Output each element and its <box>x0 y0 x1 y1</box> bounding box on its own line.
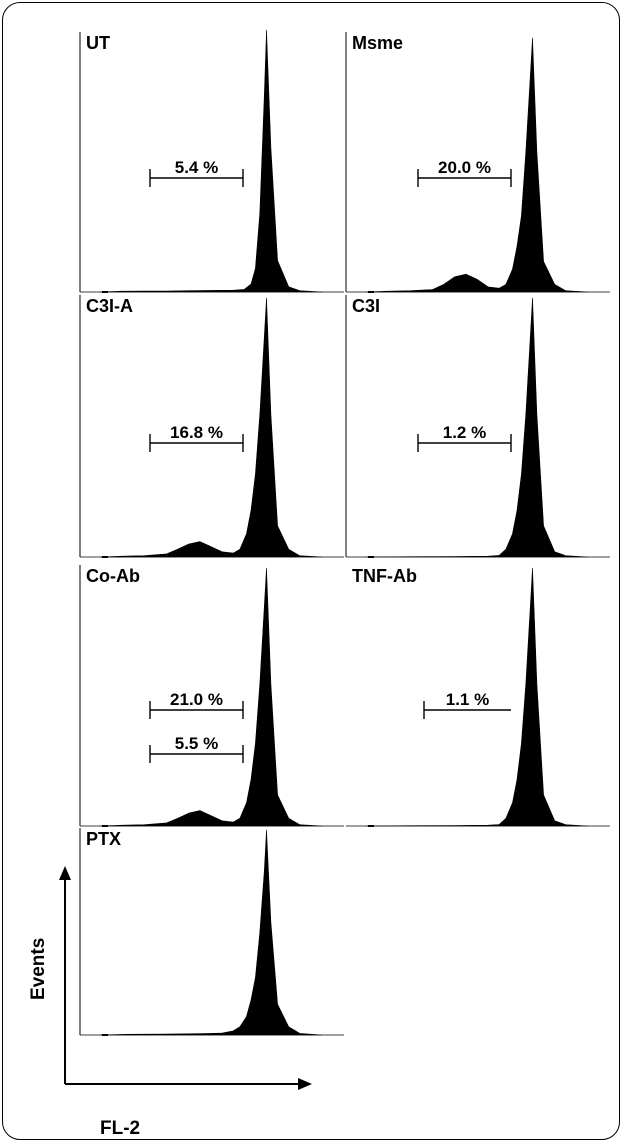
histogram-c3i-a <box>99 297 323 558</box>
histogram-co-ab <box>99 567 323 827</box>
gate-label-c3i: 1.2 % <box>443 423 486 442</box>
panel-label-tnf-ab: TNF-Ab <box>352 566 417 586</box>
histogram-msme <box>365 37 589 293</box>
panel-label-msme: Msme <box>352 33 403 53</box>
histogram-ptx <box>99 829 323 1036</box>
gate-label-co-ab: 21.0 % <box>170 690 223 709</box>
panel-label-ptx: PTX <box>86 829 121 849</box>
panel-label-ut: UT <box>86 33 110 53</box>
events-axis-arrow <box>59 866 71 880</box>
histogram-tnf-ab <box>365 567 589 827</box>
gate-label-ut: 5.4 % <box>175 158 218 177</box>
histogram-ut <box>99 29 323 293</box>
x-axis-title: FL-2 <box>100 1118 140 1139</box>
panel-label-c3i-a: C3I-A <box>86 296 133 316</box>
gate-label-msme: 20.0 % <box>438 158 491 177</box>
gate-label-tnf-ab: 1.1 % <box>446 690 489 709</box>
y-axis-title: Events <box>28 938 49 1000</box>
panel-label-c3i: C3I <box>352 296 380 316</box>
gate-label-ptx: 5.5 % <box>175 734 218 753</box>
histogram-c3i <box>365 297 589 558</box>
fl2-axis-arrow <box>298 1078 312 1090</box>
panel-label-co-ab: Co-Ab <box>86 566 140 586</box>
gate-label-c3i-a: 16.8 % <box>170 423 223 442</box>
